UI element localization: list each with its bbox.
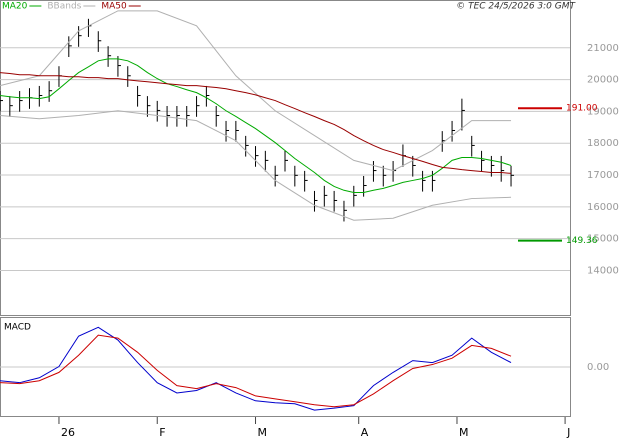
series-line — [0, 326, 512, 411]
bollinger-band — [0, 110, 512, 221]
bollinger-band — [0, 10, 512, 172]
level-label: 149.36 — [566, 236, 598, 246]
level-label: 191.00 — [566, 104, 598, 114]
macd-title: MACD — [4, 323, 31, 333]
x-tick-label: M — [258, 426, 268, 439]
y-tick-label: 14000 — [587, 265, 619, 276]
price-panel — [0, 0, 571, 316]
copyright: © TEC 24/5/2026 3:0 GMT — [456, 2, 576, 12]
y-tick-label: 18000 — [587, 138, 619, 149]
y-tick-label: 19000 — [587, 106, 619, 117]
legend-label: BBands — [47, 2, 81, 12]
y-tick-label: 0.00 — [587, 362, 609, 373]
y-tick-label: 21000 — [587, 43, 619, 54]
y-tick-label: 15000 — [587, 234, 619, 245]
y-tick-label: 17000 — [587, 170, 619, 181]
x-tick-label: M — [459, 426, 469, 439]
series-line — [0, 72, 512, 174]
x-tick-label: J — [566, 426, 570, 439]
legend-label: MA20 — [2, 2, 28, 12]
x-tick-label: F — [159, 426, 165, 439]
y-tick-label: 16000 — [587, 202, 619, 213]
y-tick-label: 20000 — [587, 75, 619, 86]
x-tick-label: 26 — [61, 426, 75, 439]
series-line — [0, 334, 512, 408]
series-line — [0, 58, 512, 194]
legend-label: MA50 — [101, 2, 127, 12]
x-tick-label: A — [361, 426, 369, 439]
